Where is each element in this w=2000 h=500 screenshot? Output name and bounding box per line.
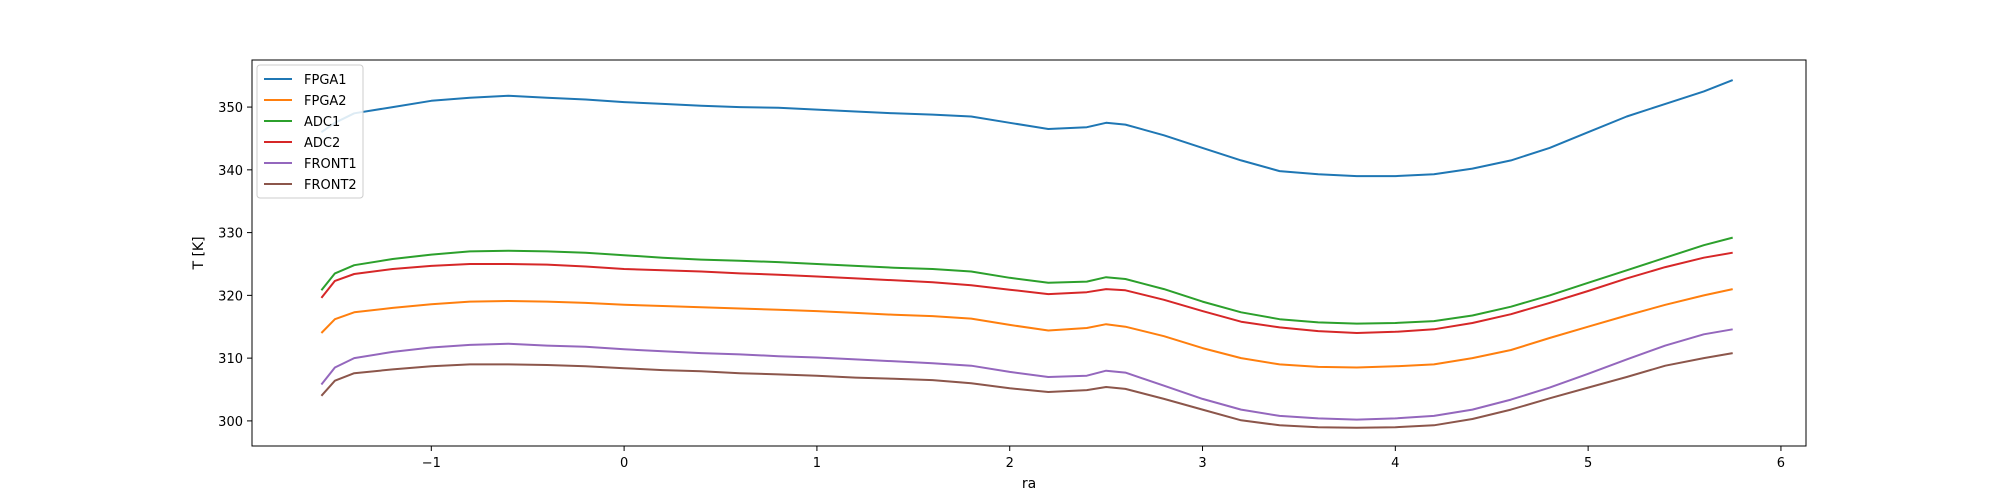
y-axis-ticks: 300 310 320 330 340 350 — [218, 101, 252, 430]
x-tick-label: 1 — [813, 456, 821, 471]
legend-box — [256, 64, 364, 199]
x-tick-label: 6 — [1777, 456, 1785, 471]
series-lines — [320, 79, 1734, 429]
x-axis-ticks: −1 0 1 2 3 4 5 6 — [422, 446, 1785, 471]
y-tick-label: 320 — [218, 289, 243, 304]
x-axis-label: ra — [1022, 476, 1036, 492]
y-tick-label: 310 — [218, 352, 243, 367]
x-tick-label: 2 — [1006, 456, 1014, 471]
series-line-front1 — [320, 328, 1733, 421]
legend-label-fpga1: FPGA1 — [304, 73, 347, 88]
legend-label-fpga2: FPGA2 — [304, 94, 347, 109]
series-line-fpga2 — [320, 288, 1733, 369]
legend-label-front1: FRONT1 — [304, 157, 357, 172]
legend: FPGA1 FPGA2 ADC1 ADC2 FRONT1 FRONT2 — [256, 64, 364, 199]
x-tick-label: −1 — [422, 456, 441, 471]
y-axis-label: T [K] — [191, 236, 207, 270]
x-tick-label: 5 — [1584, 456, 1592, 471]
y-tick-label: 340 — [218, 164, 243, 179]
x-tick-label: 4 — [1391, 456, 1399, 471]
x-tick-label: 0 — [620, 456, 628, 471]
series-line-adc2 — [320, 251, 1733, 334]
legend-label-front2: FRONT2 — [304, 178, 357, 193]
series-line-adc1 — [320, 236, 1733, 325]
plot-frame — [251, 59, 1807, 447]
y-tick-label: 300 — [218, 415, 243, 430]
series-line-front2 — [320, 352, 1733, 429]
x-tick-label: 3 — [1198, 456, 1206, 471]
legend-label-adc2: ADC2 — [304, 136, 340, 151]
y-tick-label: 350 — [218, 101, 243, 116]
legend-label-adc1: ADC1 — [304, 115, 340, 130]
series-line-fpga1 — [320, 79, 1734, 178]
y-tick-label: 330 — [218, 227, 243, 242]
